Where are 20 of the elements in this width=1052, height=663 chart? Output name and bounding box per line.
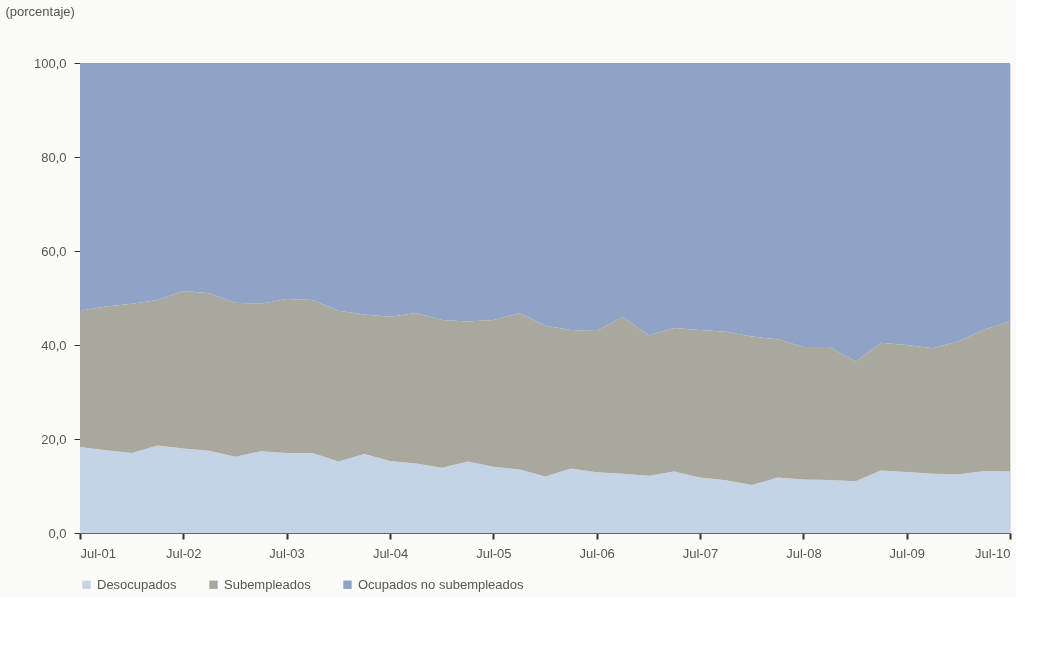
x-tick-label: Jul-01: [80, 545, 116, 561]
y-tick-label: 80,0: [41, 149, 67, 165]
x-tick-label: Jul-10: [975, 545, 1011, 561]
y-tick-label: 40,0: [41, 337, 67, 353]
y-tick-label: 0,0: [48, 525, 67, 541]
legend-label: Desocupados: [97, 576, 177, 592]
y-tick-label: 100,0: [33, 55, 67, 71]
legend-label: Subempleados: [224, 576, 312, 592]
x-tick-label: Jul-09: [889, 545, 925, 561]
y-tick-label: 20,0: [41, 431, 67, 447]
y-axis-title: (porcentaje): [5, 3, 75, 19]
x-tick-label: Jul-02: [166, 545, 202, 561]
x-tick-label: Jul-04: [372, 545, 409, 561]
x-tick-label: Jul-05: [476, 545, 512, 561]
x-tick-label: Jul-03: [269, 545, 305, 561]
x-tick-label: Jul-06: [579, 545, 615, 561]
y-tick-label: 60,0: [41, 243, 67, 259]
legend-label: Ocupados no subempleados: [358, 576, 524, 592]
x-tick-label: Jul-08: [786, 545, 822, 561]
x-tick-label: Jul-07: [682, 545, 719, 561]
